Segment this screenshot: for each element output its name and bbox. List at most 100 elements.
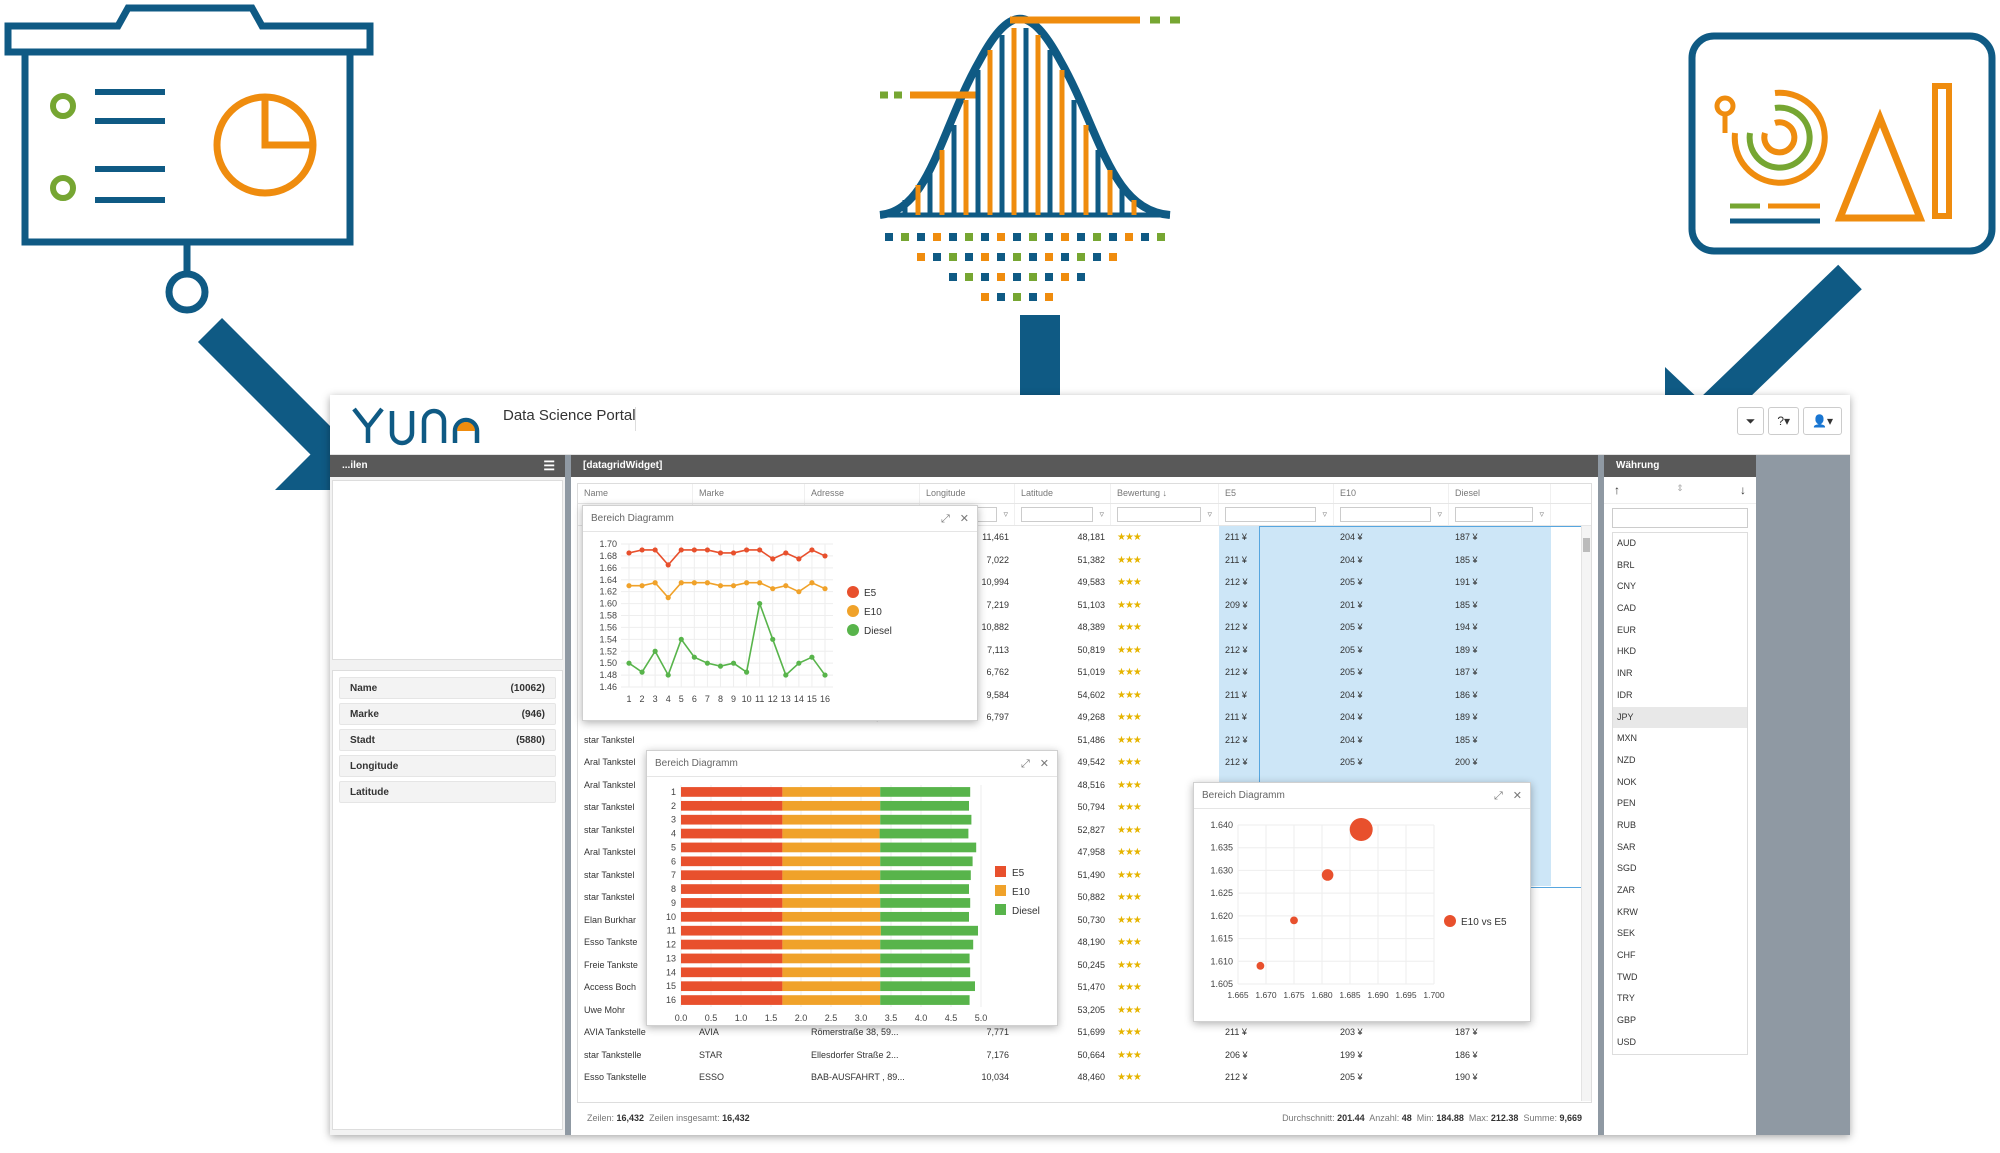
currency-item[interactable]: NZD [1617, 754, 1636, 765]
data-point [822, 672, 828, 678]
column-header[interactable]: Longitude [920, 484, 1015, 503]
line-chart-window[interactable]: Bereich Diagramm ⤢ ✕ 1.70 1.68 1.66 1.64 1.6… [582, 505, 978, 721]
currency-item[interactable]: USD [1617, 1036, 1637, 1047]
table-row[interactable]: 10,882 48,389 ★★★ 212 ¥205 ¥194 ¥ [578, 616, 1591, 639]
table-row[interactable]: Esso Tankstelle ESSO BAB-AUSFAHRT , 89... 1… [578, 1066, 1591, 1089]
filter-input[interactable] [1340, 507, 1432, 522]
column-header[interactable]: Latitude [1015, 484, 1111, 503]
table-cell: 7,022 [986, 554, 1009, 565]
currency-item[interactable]: INR [1617, 668, 1633, 679]
close-icon[interactable]: ✕ [1039, 758, 1049, 770]
filter-input[interactable] [1455, 507, 1534, 522]
currency-item[interactable]: MXN [1617, 733, 1637, 744]
grid-scroll-thumb[interactable] [1583, 538, 1590, 552]
table-row[interactable]: Esso Tankste 48,190 ★★★ [578, 931, 1591, 954]
table-row[interactable]: Elan Burkhar 50,730 ★★★ [578, 909, 1591, 932]
funnel-icon[interactable]: ▿ [1322, 509, 1327, 519]
user-button[interactable]: 👤▾ [1803, 407, 1842, 435]
currency-item[interactable]: KRW [1617, 906, 1638, 917]
table-row[interactable]: 6,762 51,019 ★★★ 212 ¥205 ¥187 ¥ [578, 661, 1591, 684]
field-item[interactable]: Marke (946) [339, 703, 556, 725]
funnel-icon[interactable]: ▿ [1003, 509, 1008, 519]
filter-input[interactable] [1117, 507, 1202, 522]
close-icon[interactable]: ✕ [1512, 790, 1522, 802]
expand-icon[interactable]: ⤢ [1493, 790, 1503, 802]
table-row[interactable]: Aral Tankstel 49,542 ★★★ 212 ¥205 ¥200 ¥ [578, 751, 1591, 774]
currency-item[interactable]: RUB [1617, 819, 1637, 830]
y-tick-label: 1.50 [599, 658, 617, 668]
currency-item[interactable]: CHF [1617, 950, 1636, 961]
table-cell: 53,205 [1077, 1004, 1105, 1015]
expand-icon[interactable]: ⤢ [1020, 758, 1030, 770]
column-header[interactable]: E5 [1219, 484, 1334, 503]
hamburger-menu-icon[interactable]: ☰ [543, 458, 555, 473]
sort-ascending-icon[interactable]: ↑ [1614, 483, 1620, 497]
currency-item[interactable]: GBP [1617, 1015, 1637, 1026]
column-header[interactable]: Diesel [1449, 484, 1551, 503]
table-row[interactable]: 9,584 54,602 ★★★ 211 ¥204 ¥186 ¥ [578, 683, 1591, 706]
currency-item[interactable]: IDR [1617, 689, 1633, 700]
column-header[interactable]: Adresse [805, 484, 920, 503]
table-row[interactable]: 7,113 50,819 ★★★ 212 ¥205 ¥189 ¥ [578, 638, 1591, 661]
bar-chart-window[interactable]: Bereich Diagramm ⤢ ✕ 0.0 0.5 1.0 1.5 2.0 2.5 3… [646, 750, 1058, 1026]
table-row[interactable]: 7,219 51,103 ★★★ 209 ¥201 ¥185 ¥ [578, 593, 1591, 616]
bar-segment-e10 [782, 884, 880, 894]
table-cell: BAB-AUSFAHRT , 89... [811, 1072, 905, 1082]
currency-item[interactable]: SAR [1617, 841, 1636, 852]
field-item[interactable]: Latitude [339, 781, 556, 803]
filter-button[interactable]: ⏷ [1736, 407, 1765, 435]
currency-item[interactable]: ZAR [1617, 885, 1635, 895]
funnel-icon[interactable]: ▿ [1437, 509, 1442, 519]
table-row[interactable]: Daniel MeiserEDLindenstraße 59, 66...6,7… [578, 706, 1591, 729]
table-row[interactable]: star Tankstelle STAR Ellesdorfer Straße 2.… [578, 1044, 1591, 1067]
filter-input[interactable] [1021, 507, 1094, 522]
table-cell: 7,113 [987, 644, 1009, 655]
y-tick-label: 13 [666, 953, 676, 963]
currency-item[interactable]: TWD [1617, 971, 1638, 982]
column-header[interactable]: Marke [693, 484, 805, 503]
bar-segment-e10 [782, 828, 880, 839]
currency-item[interactable]: AUD [1617, 538, 1637, 548]
help-button[interactable]: ?▾ [1768, 407, 1800, 435]
table-row[interactable]: 11,461 48,181 ★★★ 211 ¥204 ¥187 ¥ [578, 526, 1591, 549]
table-row[interactable]: star Tankstel 50,882 ★★★ [578, 886, 1591, 909]
currency-item[interactable]: SEK [1617, 928, 1636, 939]
scatter-chart-window[interactable]: Bereich Diagramm ⤢ ✕ 1.640 1.635 1.630 1.62… [1193, 782, 1531, 1022]
y-tick-label: 1.68 [599, 551, 617, 561]
currency-item[interactable]: CNY [1617, 581, 1637, 592]
close-icon[interactable]: ✕ [959, 513, 969, 525]
currency-search-input[interactable] [1612, 508, 1748, 528]
currency-item[interactable]: EUR [1617, 624, 1637, 635]
fields-drop-area[interactable] [332, 480, 563, 660]
currency-item[interactable]: BRL [1617, 559, 1635, 570]
table-row[interactable]: Access Boch 51,470 ★★★ [578, 976, 1591, 999]
funnel-icon[interactable]: ▿ [1539, 509, 1544, 519]
grid-scrollbar[interactable] [1581, 526, 1591, 1101]
funnel-icon[interactable]: ▿ [1099, 509, 1104, 519]
sort-toggle-icon[interactable]: ⇕ [1676, 483, 1684, 493]
funnel-icon[interactable]: ▿ [1207, 509, 1212, 519]
field-item[interactable]: Longitude [339, 755, 556, 777]
table-row[interactable]: star Tankstel 51,486 ★★★ 212 ¥204 ¥185 ¥ [578, 728, 1591, 751]
currency-item[interactable]: JPY [1613, 706, 1747, 729]
field-item[interactable]: Stadt (5880) [339, 729, 556, 751]
table-row[interactable]: 10,994 49,583 ★★★ 212 ¥205 ¥191 ¥ [578, 571, 1591, 594]
column-header[interactable]: Bewertung ↓ [1111, 484, 1219, 503]
filter-input[interactable] [1225, 507, 1317, 522]
currency-item[interactable]: HKD [1617, 646, 1637, 657]
line-chart-title: Bereich Diagramm [591, 513, 674, 524]
currency-item[interactable]: CAD [1617, 603, 1637, 614]
currency-item[interactable]: TRY [1617, 993, 1635, 1004]
column-header[interactable]: Name [578, 484, 693, 503]
field-item[interactable]: Name (10062) [339, 677, 556, 699]
table-row[interactable]: AVIA Tankstelle AVIA Römerstraße 38, 59...… [578, 1021, 1591, 1044]
currency-item[interactable]: PEN [1617, 798, 1636, 809]
currency-item[interactable]: SGD [1617, 863, 1637, 874]
currency-item[interactable]: NOK [1617, 776, 1637, 787]
table-row[interactable]: 7,022 51,382 ★★★ 211 ¥204 ¥185 ¥ [578, 548, 1591, 571]
bar-segment-e10 [782, 995, 881, 1005]
column-header[interactable]: E10 [1334, 484, 1449, 503]
table-row[interactable]: Freie Tankste 50,245 ★★★ [578, 954, 1591, 977]
sort-descending-icon[interactable]: ↓ [1739, 483, 1746, 497]
expand-icon[interactable]: ⤢ [940, 513, 950, 525]
